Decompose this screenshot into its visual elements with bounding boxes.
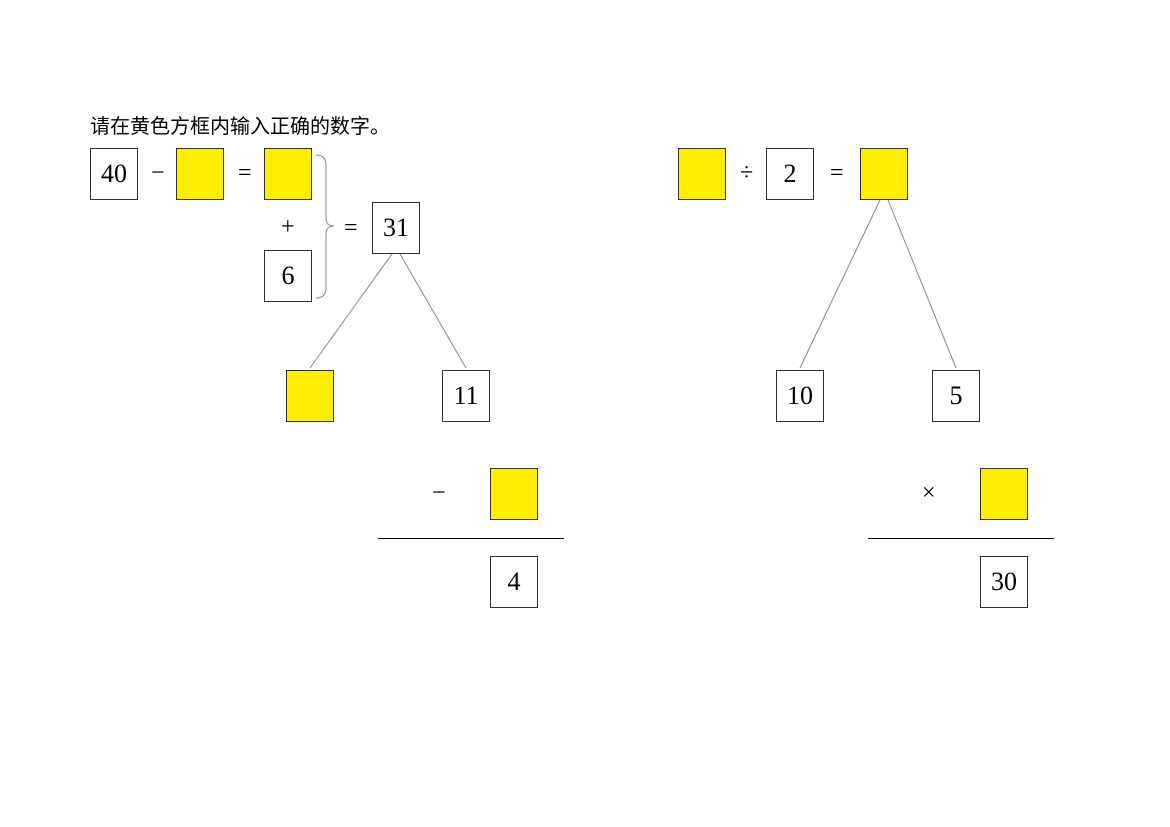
right-col-result: 30	[980, 556, 1028, 608]
left-vert-eq: =	[344, 215, 358, 242]
worksheet-canvas: 请在黄色方框内输入正确的数字。 40 − = + 6 = 31 11 − 4 ÷…	[0, 0, 1170, 827]
right-col-factor-input[interactable]	[980, 468, 1028, 520]
left-split-left-input[interactable]	[286, 370, 334, 422]
left-vert-d: 6	[264, 250, 312, 302]
right-top-c-input[interactable]	[860, 148, 908, 200]
left-col-subtrahend-input[interactable]	[490, 468, 538, 520]
left-col-op: −	[432, 480, 446, 507]
left-top-eq: =	[238, 160, 252, 187]
left-top-b-input[interactable]	[176, 148, 224, 200]
right-col-rule	[868, 538, 1054, 539]
left-top-minus: −	[151, 160, 165, 187]
right-top-a-input[interactable]	[678, 148, 726, 200]
left-split-right: 11	[442, 370, 490, 422]
left-top-c-input[interactable]	[264, 148, 312, 200]
left-vert-result: 31	[372, 202, 420, 254]
right-top-b: 2	[766, 148, 814, 200]
right-split-right: 5	[932, 370, 980, 422]
right-top-eq: =	[830, 160, 844, 187]
left-col-rule	[378, 538, 564, 539]
right-split-left: 10	[776, 370, 824, 422]
left-vert-plus: +	[281, 214, 295, 241]
right-col-op: ×	[922, 480, 936, 507]
left-top-a: 40	[90, 148, 138, 200]
right-top-div: ÷	[740, 160, 753, 187]
instruction-text: 请在黄色方框内输入正确的数字。	[90, 110, 390, 139]
left-col-result: 4	[490, 556, 538, 608]
